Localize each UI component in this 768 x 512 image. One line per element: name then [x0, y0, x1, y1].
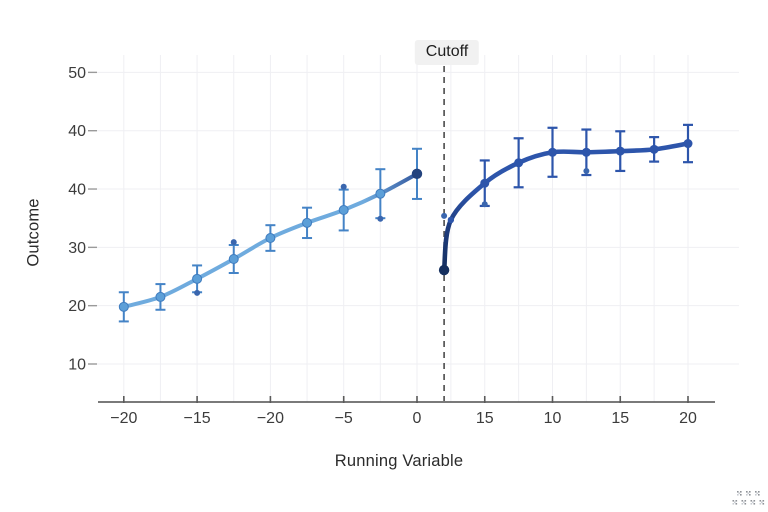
y-tick-label: 20	[68, 298, 86, 315]
x-tick-label: 10	[544, 410, 562, 427]
y-tick-label: 40	[68, 182, 86, 199]
watermark-dot	[758, 494, 760, 496]
watermark-dot	[735, 500, 738, 502]
x-tick-label: −20	[110, 410, 137, 427]
x-axis	[88, 71, 715, 403]
watermark-dot	[734, 501, 736, 504]
x-tick-label: −15	[184, 410, 211, 427]
data-point-marker	[581, 147, 591, 157]
y-tick-labels: 10 20 30 40 40 50	[68, 65, 86, 374]
data-point-marker	[302, 217, 313, 228]
watermark-dot	[746, 491, 748, 493]
watermark-dot	[750, 500, 753, 502]
scatter-dot	[230, 239, 237, 246]
x-tick-label: 20	[679, 410, 697, 427]
binned-scatter-dots	[194, 167, 590, 296]
data-point-marker	[155, 291, 166, 302]
y-tick-label: 40	[68, 123, 86, 140]
watermark-dot	[758, 491, 760, 493]
watermark-dot	[753, 500, 756, 502]
data-point-marker	[615, 146, 625, 156]
x-tick-label: 15	[476, 410, 494, 427]
x-tick-label: −5	[335, 410, 353, 427]
watermark-dot	[759, 503, 762, 505]
watermark-dot	[744, 503, 747, 505]
data-point-marker	[192, 273, 203, 284]
data-point-marker	[118, 301, 129, 312]
gridlines	[97, 55, 739, 402]
series-right-of-cutoff	[438, 123, 693, 276]
data-point-marker	[411, 168, 423, 180]
data-point-marker	[338, 205, 349, 216]
scatter-dot	[583, 167, 590, 174]
data-point-marker	[438, 264, 450, 276]
watermark-dot	[752, 501, 754, 504]
x-tick-labels: −20 −15 −20 −5 0 15 10 15 20	[110, 410, 697, 427]
x-axis-title: Running Variable	[334, 452, 464, 470]
watermark-dot	[732, 503, 735, 505]
watermark-dot	[746, 494, 748, 496]
watermark-dot	[732, 500, 735, 502]
watermark-dot	[737, 491, 739, 493]
data-point-marker	[649, 144, 659, 154]
watermark-dot	[762, 500, 765, 502]
x-tick-label: 15	[611, 410, 629, 427]
watermark-dot	[755, 494, 757, 496]
watermark-dot	[753, 503, 756, 505]
scatter-dot	[377, 215, 384, 222]
watermark-dot	[762, 503, 765, 505]
watermark-dot	[749, 491, 751, 493]
watermark-dot	[750, 503, 753, 505]
cutoff-annotation: Cutoff	[414, 40, 480, 65]
watermark-dot	[737, 494, 739, 496]
y-tick-label: 30	[68, 240, 86, 257]
data-point-marker	[548, 147, 557, 157]
watermark-dot	[741, 500, 744, 502]
x-tick-label: 0	[413, 410, 422, 427]
data-point-marker	[447, 216, 455, 224]
watermark-dot	[735, 503, 738, 505]
y-axis-title: Outcome	[24, 198, 43, 267]
data-point-marker	[514, 158, 524, 168]
watermark-dot	[743, 501, 745, 504]
watermark-dot	[749, 494, 751, 496]
data-point-marker	[228, 254, 239, 265]
watermark-dot	[759, 500, 762, 502]
watermark-dot	[761, 501, 763, 504]
watermark	[732, 491, 765, 505]
scatter-dot	[481, 201, 488, 208]
watermark-dot	[740, 494, 742, 496]
x-tick-label: −20	[257, 410, 284, 427]
watermark-dot	[747, 492, 750, 495]
scatter-dot	[340, 183, 347, 190]
watermark-dot	[756, 492, 759, 495]
watermark-dot	[741, 503, 744, 505]
data-point-marker	[683, 139, 693, 149]
series-left-of-cutoff	[118, 147, 423, 323]
watermark-dot	[738, 492, 741, 495]
scatter-dot	[194, 289, 201, 296]
y-tick-label: 10	[68, 357, 86, 374]
scatter-dot	[441, 212, 448, 219]
data-point-marker	[265, 233, 276, 244]
y-tick-label: 50	[68, 65, 86, 82]
data-point-marker	[480, 178, 490, 188]
watermark-dot	[740, 491, 742, 493]
data-point-marker	[375, 188, 386, 199]
watermark-dot	[755, 491, 757, 493]
watermark-dot	[744, 500, 747, 502]
